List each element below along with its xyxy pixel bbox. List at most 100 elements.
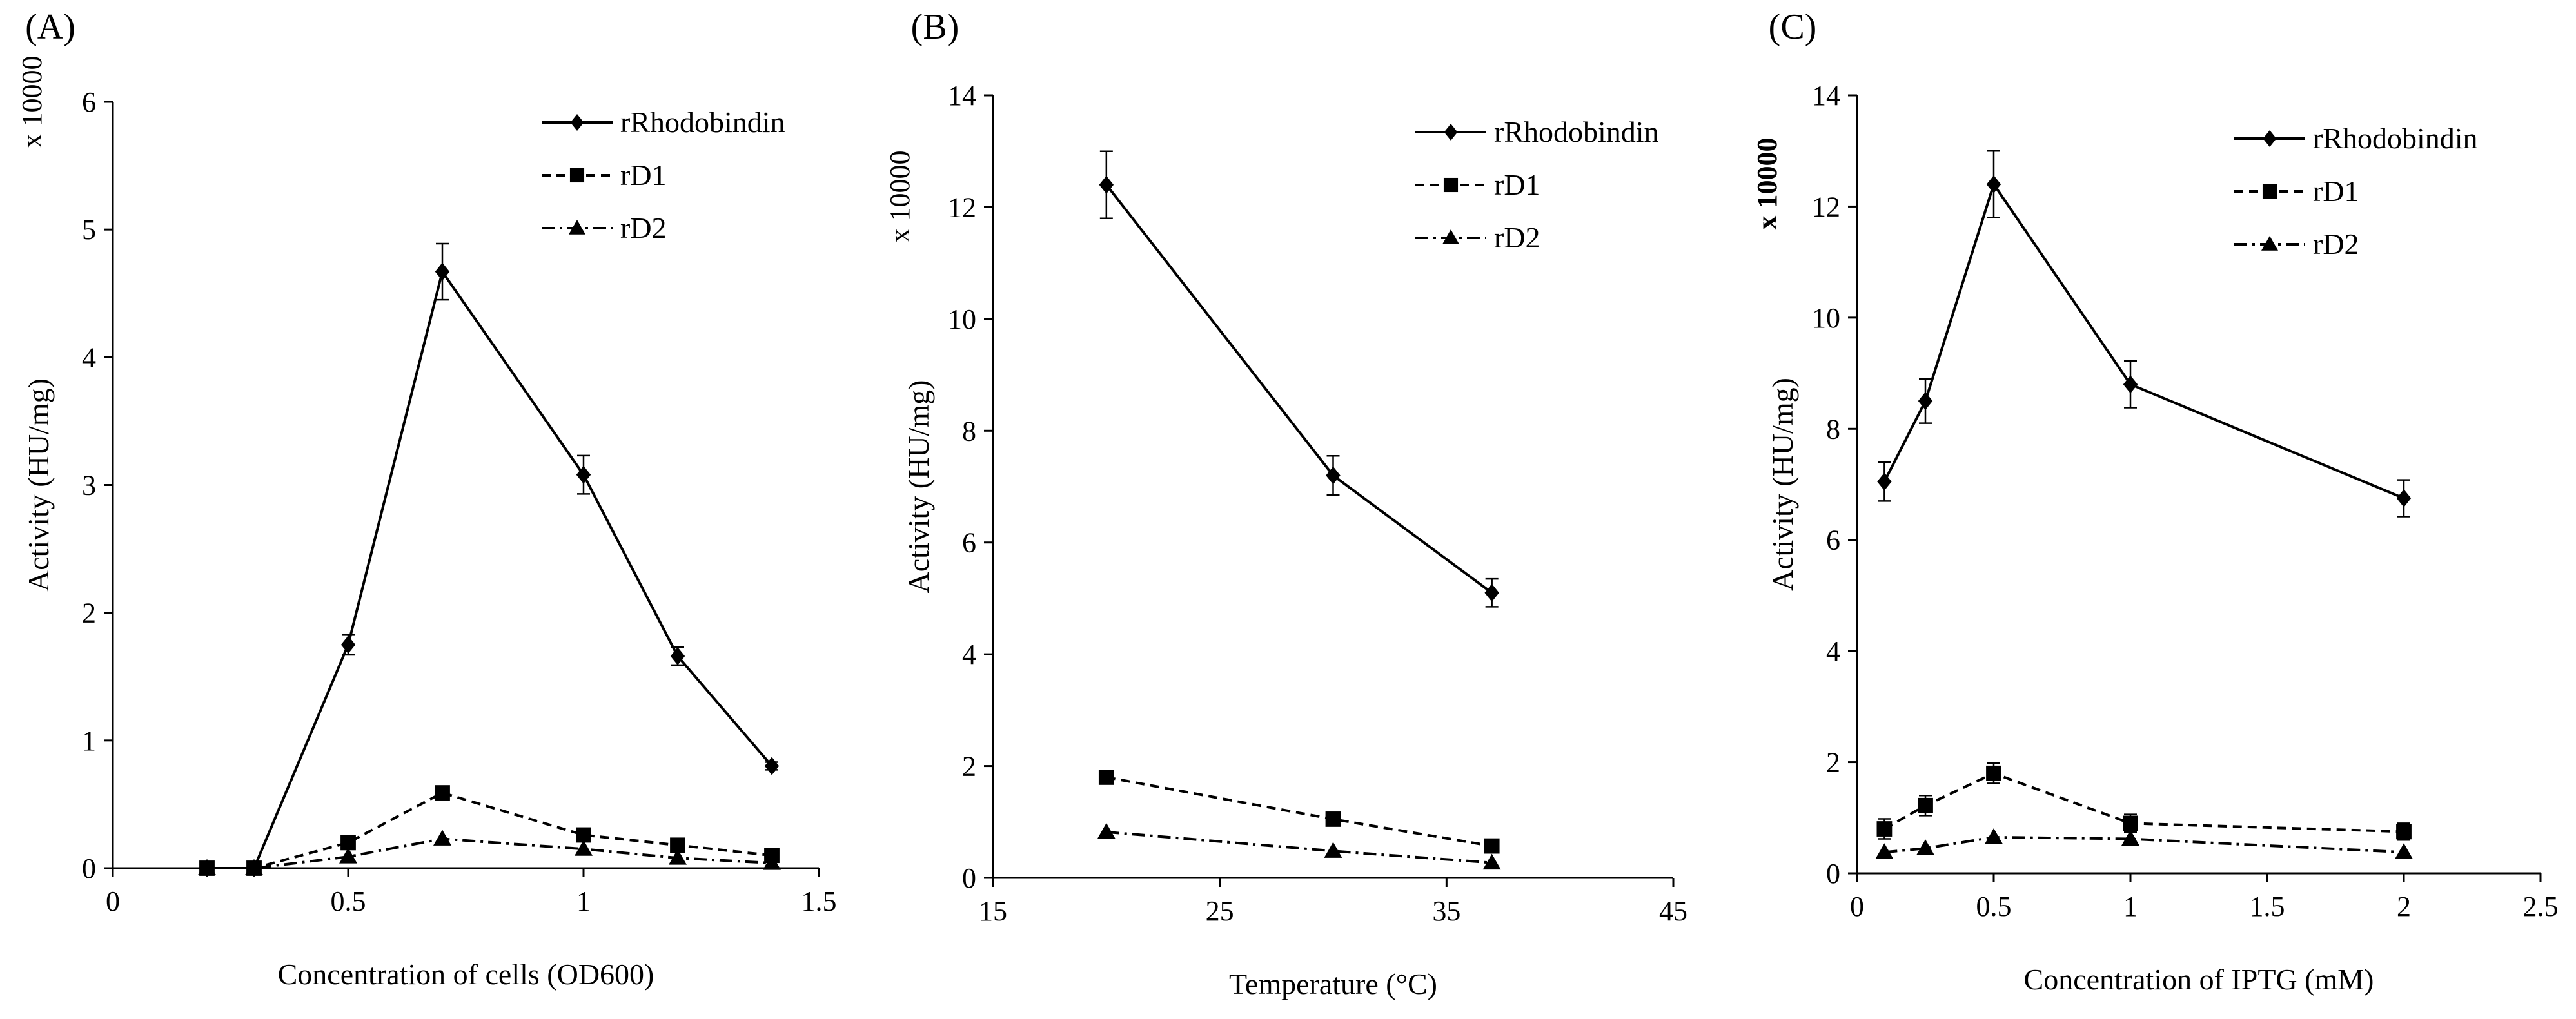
- series-line: [1884, 835, 2404, 854]
- series-line: [1105, 184, 1493, 594]
- multiplier-label: x 10000: [16, 56, 48, 148]
- legend-marker: [2263, 130, 2277, 147]
- series-rrhodobindin: [1099, 150, 1499, 608]
- y-tick-label: 0: [962, 862, 976, 894]
- legend-label: rD2: [1494, 221, 1540, 254]
- panel-b: (B) 0 2 4 6 8 10 12 14 15 25 35 45 Temperature (°C) Ac…: [884, 7, 1687, 1000]
- x-tick-label: 15: [979, 895, 1007, 927]
- series-rd1: [1876, 762, 2412, 841]
- x-tick-label: 2.5: [2523, 891, 2559, 922]
- x-axis-label: Temperature (°C): [1229, 967, 1437, 1000]
- y-tick-label: 4: [1826, 636, 1840, 667]
- panel-label: (B): [911, 7, 959, 47]
- data-point: [1877, 472, 1892, 491]
- y-tick-label: 14: [948, 80, 976, 112]
- data-point: [433, 830, 451, 846]
- data-point: [1986, 765, 2001, 781]
- y-axis-label: Activity (HU/mg): [902, 380, 935, 594]
- data-point: [670, 647, 685, 666]
- series-line: [207, 791, 772, 869]
- data-point: [1876, 821, 1893, 837]
- legend-label: rRhodobindin: [1494, 115, 1659, 148]
- y-tick-label: 3: [82, 470, 96, 501]
- legend-label: rRhodobindin: [2313, 122, 2478, 155]
- y-tick-label: 2: [1826, 747, 1840, 779]
- legend-label: rD1: [2313, 175, 2359, 208]
- legend-marker: [2262, 184, 2277, 199]
- data-point: [1986, 175, 2001, 193]
- x-tick-label: 0.5: [1976, 891, 2012, 922]
- x-tick-label: 45: [1659, 895, 1687, 927]
- panel-label: (A): [25, 7, 75, 47]
- y-tick-label: 2: [962, 751, 976, 782]
- y-tick-label: 12: [1812, 191, 1840, 222]
- data-point: [1324, 842, 1342, 858]
- y-tick-label: 6: [82, 86, 96, 118]
- legend-label: rD1: [620, 159, 667, 191]
- data-point: [1326, 466, 1341, 485]
- x-tick-label: 2: [2397, 891, 2411, 922]
- data-point: [2396, 489, 2412, 508]
- y-tick-label: 10: [948, 304, 976, 335]
- y-tick-label: 8: [962, 415, 976, 447]
- data-point: [435, 262, 450, 281]
- data-point: [670, 837, 685, 853]
- y-tick-label: 10: [1812, 302, 1840, 334]
- y-tick-label: 4: [82, 342, 96, 373]
- data-point: [340, 835, 356, 851]
- series-rd2: [198, 830, 781, 875]
- y-tick-label: 8: [1826, 413, 1840, 445]
- y-axis-label: Activity (HU/mg): [22, 378, 55, 592]
- legend-label: rD1: [1494, 168, 1540, 201]
- legend-label: rD2: [2313, 228, 2359, 260]
- y-tick-label: 1: [82, 725, 96, 757]
- legend-marker: [569, 168, 585, 183]
- y-tick-label: 5: [82, 214, 96, 246]
- data-point: [576, 465, 591, 484]
- series-rd1: [1098, 770, 1500, 854]
- y-tick-label: 2: [82, 597, 96, 629]
- data-point: [1918, 392, 1933, 411]
- data-point: [1875, 843, 1894, 859]
- data-point: [1484, 838, 1500, 854]
- legend: rRhodobindin rD1 rD2: [2234, 122, 2478, 260]
- data-point: [763, 854, 781, 870]
- data-point: [2395, 843, 2413, 859]
- x-axis-label: Concentration of IPTG (mM): [2024, 963, 2374, 996]
- data-point: [1482, 853, 1501, 870]
- y-axis-label: Activity (HU/mg): [1766, 378, 1799, 591]
- series-rrhodobindin: [199, 242, 780, 877]
- panel-label: (C): [1769, 7, 1817, 47]
- x-tick-label: 35: [1432, 895, 1460, 927]
- y-tick-label: 14: [1812, 80, 1840, 112]
- y-tick-label: 6: [1826, 525, 1840, 556]
- series-line: [207, 268, 773, 869]
- x-tick-label: 0: [1850, 891, 1864, 922]
- data-point: [1484, 583, 1499, 602]
- data-point: [1098, 770, 1114, 785]
- y-tick-label: 4: [962, 639, 976, 670]
- y-tick-label: 0: [1826, 858, 1840, 889]
- data-point: [2121, 830, 2139, 846]
- data-point: [198, 859, 216, 875]
- x-tick-label: 25: [1206, 895, 1234, 927]
- data-point: [340, 636, 356, 654]
- series-line: [207, 837, 772, 869]
- data-point: [669, 849, 687, 865]
- legend-label: rD2: [620, 211, 667, 244]
- series-rd2: [1097, 822, 1501, 870]
- multiplier-label: x 10000: [1751, 138, 1783, 230]
- data-point: [575, 840, 593, 856]
- series-rd1: [199, 785, 780, 876]
- legend: rRhodobindin rD1 rD2: [542, 106, 785, 244]
- x-tick-label: 1: [576, 886, 591, 917]
- x-tick-label: 1.5: [801, 886, 837, 917]
- legend-marker: [1442, 229, 1459, 244]
- y-tick-label: 0: [82, 853, 96, 884]
- series-rd2: [1875, 828, 2413, 859]
- data-point: [2123, 815, 2138, 831]
- data-point: [1099, 175, 1114, 194]
- series-line: [1883, 772, 2404, 833]
